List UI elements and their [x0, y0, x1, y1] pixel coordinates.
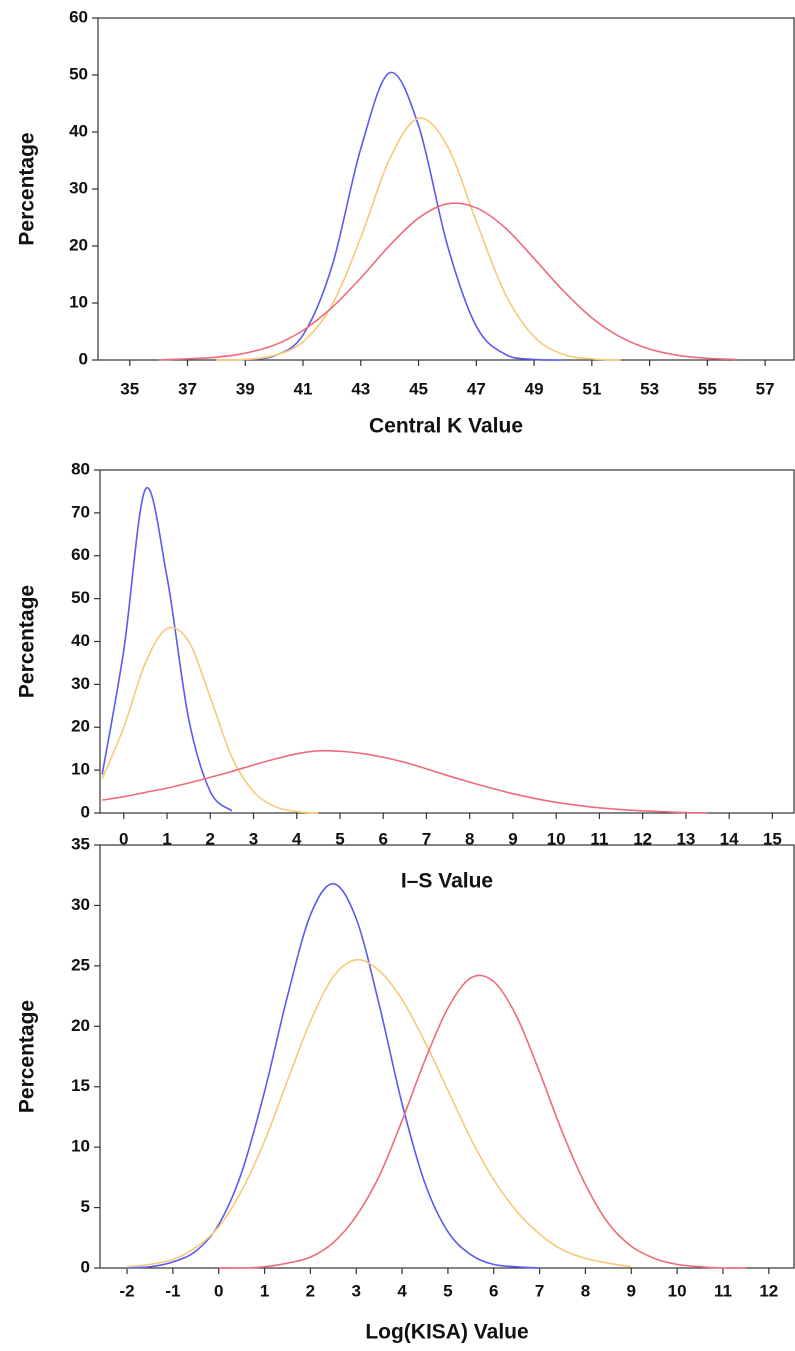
y-tick-label: 70 — [71, 502, 90, 521]
y-tick-label: 0 — [79, 349, 88, 368]
x-tick-label: 53 — [640, 379, 659, 398]
x-tick-label: 9 — [508, 829, 517, 848]
x-tick-label: 0 — [119, 829, 128, 848]
x-tick-label: 11 — [714, 1281, 732, 1300]
series-line — [101, 626, 319, 814]
x-axis-title: Central K Value — [369, 415, 523, 438]
series-line — [126, 958, 632, 1268]
x-tick-label: 1 — [260, 1281, 269, 1300]
y-tick-label: 20 — [71, 1016, 90, 1035]
x-tick-label: 0 — [214, 1281, 223, 1300]
y-tick-label: 35 — [71, 834, 90, 853]
y-tick-label: 20 — [71, 717, 90, 736]
x-tick-label: 10 — [668, 1281, 687, 1300]
y-tick-label: 10 — [69, 292, 88, 311]
x-tick-label: 9 — [627, 1281, 636, 1300]
y-tick-label: 10 — [71, 760, 90, 779]
x-tick-label: 2 — [206, 829, 215, 848]
y-axis-title: Percentage — [16, 132, 39, 245]
y-tick-label: 40 — [71, 631, 90, 650]
x-tick-label: 47 — [467, 379, 486, 398]
x-tick-label: 2 — [306, 1281, 315, 1300]
series-line — [102, 749, 708, 814]
x-tick-label: 51 — [582, 379, 601, 398]
x-tick-label: 15 — [763, 829, 782, 848]
x-tick-label: 8 — [465, 829, 474, 848]
x-tick-label: 49 — [525, 379, 544, 398]
y-tick-label: 25 — [71, 955, 90, 974]
series-line — [101, 486, 233, 812]
y-tick-label: 15 — [71, 1076, 90, 1095]
y-tick-label: 0 — [81, 802, 90, 821]
x-tick-label: 6 — [489, 1281, 498, 1300]
x-tick-label: 45 — [409, 379, 428, 398]
y-tick-label: 10 — [71, 1137, 90, 1156]
series-line — [158, 202, 737, 361]
x-tick-label: 5 — [443, 1281, 452, 1300]
plot-frame — [99, 469, 795, 814]
plot-frame — [97, 17, 795, 361]
x-tick-label: 4 — [397, 1281, 407, 1300]
x-tick-label: 6 — [378, 829, 387, 848]
series-line — [127, 882, 540, 1269]
x-tick-label: 11 — [590, 829, 608, 848]
y-tick-label: 80 — [71, 459, 90, 478]
x-tick-label: -1 — [165, 1281, 180, 1300]
x-tick-label: 12 — [633, 829, 652, 848]
series-line — [218, 974, 746, 1269]
x-tick-label: 5 — [335, 829, 344, 848]
x-tick-label: 57 — [756, 379, 775, 398]
y-tick-label: 30 — [71, 674, 90, 693]
x-tick-label: 3 — [352, 1281, 361, 1300]
y-axis-title: Percentage — [16, 585, 39, 698]
x-tick-label: 39 — [236, 379, 255, 398]
y-tick-label: 30 — [71, 895, 90, 914]
plot-frame — [99, 844, 795, 1269]
x-tick-label: 1 — [162, 829, 171, 848]
x-tick-label: 8 — [581, 1281, 590, 1300]
x-tick-label: 7 — [422, 829, 431, 848]
x-tick-label: 7 — [535, 1281, 544, 1300]
x-tick-label: 14 — [720, 829, 739, 848]
y-tick-label: 20 — [69, 235, 88, 254]
y-tick-label: 50 — [71, 588, 90, 607]
x-tick-label: -2 — [119, 1281, 134, 1300]
x-tick-label: 12 — [759, 1281, 778, 1300]
x-axis-title: I–S Value — [401, 870, 493, 893]
y-tick-label: 50 — [69, 64, 88, 83]
x-tick-label: 3 — [249, 829, 258, 848]
x-tick-label: 13 — [676, 829, 695, 848]
x-tick-label: 35 — [120, 379, 139, 398]
x-tick-label: 41 — [294, 379, 313, 398]
x-axis-title: Log(KISA) Value — [365, 1321, 528, 1344]
series-line — [245, 71, 563, 361]
x-tick-label: 4 — [292, 829, 302, 848]
x-tick-label: 10 — [547, 829, 566, 848]
y-tick-label: 60 — [71, 545, 90, 564]
y-tick-label: 5 — [81, 1197, 90, 1216]
series-line — [216, 117, 621, 361]
x-tick-label: 37 — [178, 379, 197, 398]
y-tick-label: 0 — [81, 1257, 90, 1276]
y-tick-label: 60 — [69, 7, 88, 26]
y-axis-title: Percentage — [16, 1000, 39, 1113]
x-tick-label: 55 — [698, 379, 717, 398]
y-tick-label: 30 — [69, 178, 88, 197]
x-tick-label: 43 — [351, 379, 370, 398]
y-tick-label: 40 — [69, 121, 88, 140]
